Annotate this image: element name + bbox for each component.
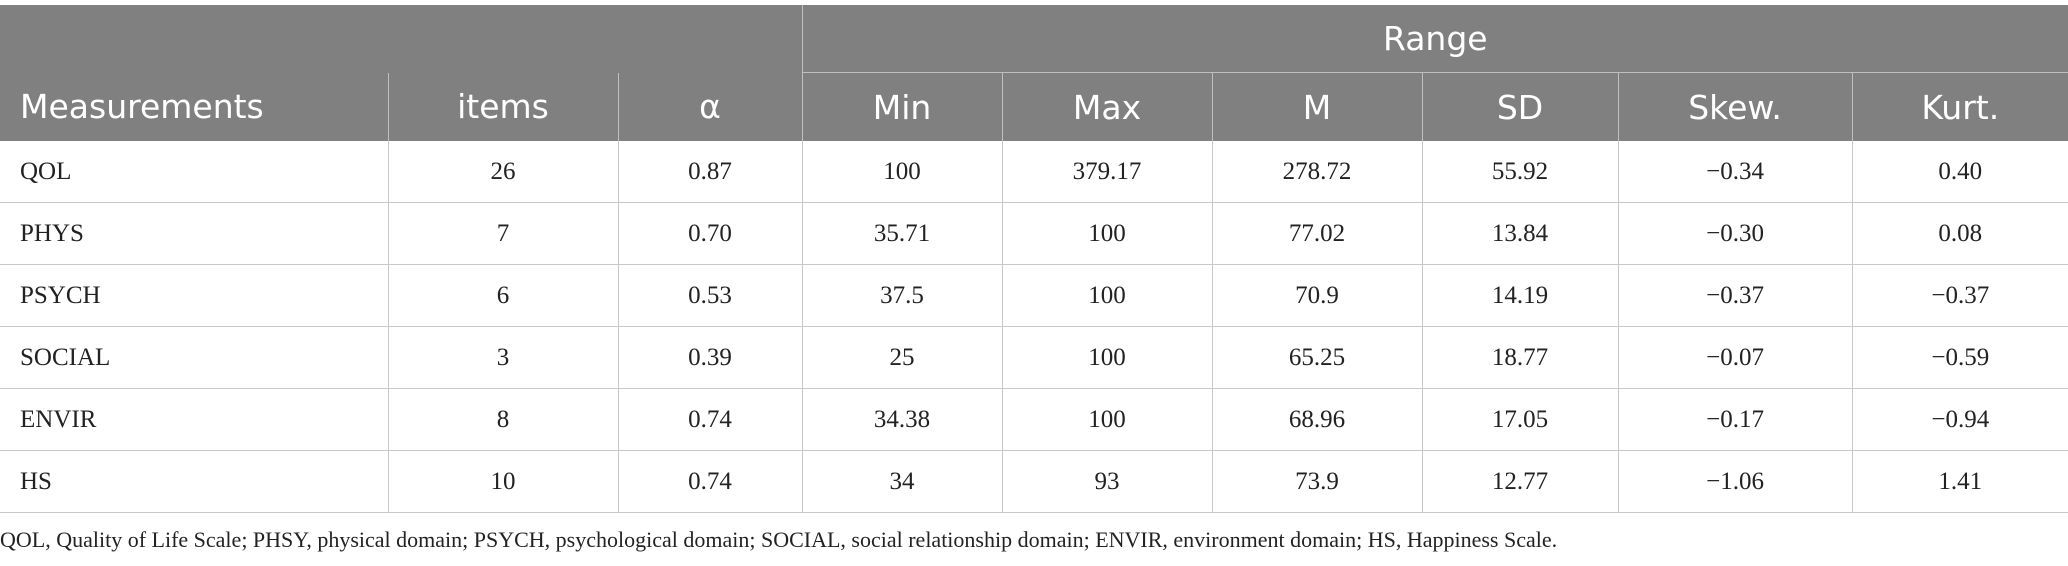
statistics-table-container: Range Measurements items α Min Max M SD … [0,5,2068,513]
table-cell-min: 34 [802,450,1003,513]
super-header-blank [0,5,803,73]
table-row: SOCIAL 3 0.39 25 100 65.25 18.77 −0.07 −… [0,326,2068,389]
column-header-items: items [388,72,619,141]
table-cell-items: 7 [388,202,619,265]
table-cell-skew: −0.34 [1618,141,1853,203]
column-header-skew: Skew. [1618,72,1853,141]
table-cell-min: 25 [802,326,1003,389]
column-header-mean: M [1212,72,1423,141]
table-cell-mean: 278.72 [1212,141,1423,203]
table-cell-skew: −0.30 [1618,202,1853,265]
table-row: QOL 26 0.87 100 379.17 278.72 55.92 −0.3… [0,141,2068,203]
table-cell-alpha: 0.39 [618,326,803,389]
table-cell-alpha: 0.70 [618,202,803,265]
table-cell-alpha: 0.74 [618,450,803,513]
table-cell-skew: −0.37 [1618,264,1853,327]
table-cell-measurement: PSYCH [0,264,389,327]
table-row: PHYS 7 0.70 35.71 100 77.02 13.84 −0.30 … [0,202,2068,265]
table-cell-kurt: 1.41 [1852,450,2068,513]
table-cell-max: 93 [1002,450,1213,513]
column-header-measurements: Measurements [0,72,389,141]
table-cell-min: 100 [802,141,1003,203]
table-cell-kurt: −0.94 [1852,388,2068,451]
table-cell-kurt: 0.40 [1852,141,2068,203]
column-header-alpha: α [618,72,803,141]
column-header-max: Max [1002,72,1213,141]
table-cell-max: 100 [1002,388,1213,451]
table-cell-items: 26 [388,141,619,203]
column-header-sd: SD [1422,72,1619,141]
column-header-kurt: Kurt. [1852,72,2068,141]
table-cell-alpha: 0.87 [618,141,803,203]
table-cell-skew: −1.06 [1618,450,1853,513]
table-cell-min: 34.38 [802,388,1003,451]
table-cell-sd: 17.05 [1422,388,1619,451]
table-cell-items: 3 [388,326,619,389]
table-cell-mean: 70.9 [1212,264,1423,327]
column-header-row: Measurements items α Min Max M SD Skew. … [0,72,2068,141]
table-cell-alpha: 0.74 [618,388,803,451]
table-cell-kurt: −0.37 [1852,264,2068,327]
table-cell-skew: −0.17 [1618,388,1853,451]
table-cell-sd: 18.77 [1422,326,1619,389]
table-cell-mean: 68.96 [1212,388,1423,451]
super-header-range: Range [802,5,2068,73]
table-cell-sd: 55.92 [1422,141,1619,203]
table-cell-measurement: SOCIAL [0,326,389,389]
table-cell-max: 100 [1002,202,1213,265]
table-cell-kurt: −0.59 [1852,326,2068,389]
table-cell-measurement: PHYS [0,202,389,265]
column-header-min: Min [802,72,1003,141]
table-cell-sd: 13.84 [1422,202,1619,265]
table-cell-items: 6 [388,264,619,327]
table-cell-kurt: 0.08 [1852,202,2068,265]
statistics-table: Range Measurements items α Min Max M SD … [0,5,2068,513]
table-row: ENVIR 8 0.74 34.38 100 68.96 17.05 −0.17… [0,388,2068,451]
table-cell-max: 379.17 [1002,141,1213,203]
table-cell-max: 100 [1002,264,1213,327]
super-header-row: Range [0,5,2068,73]
table-cell-items: 8 [388,388,619,451]
table-body: QOL 26 0.87 100 379.17 278.72 55.92 −0.3… [0,141,2068,513]
table-cell-skew: −0.07 [1618,326,1853,389]
table-cell-mean: 65.25 [1212,326,1423,389]
table-cell-sd: 14.19 [1422,264,1619,327]
table-cell-min: 35.71 [802,202,1003,265]
table-row: HS 10 0.74 34 93 73.9 12.77 −1.06 1.41 [0,450,2068,513]
table-cell-items: 10 [388,450,619,513]
table-cell-measurement: QOL [0,141,389,203]
table-footnote: QOL, Quality of Life Scale; PHSY, physic… [0,527,1558,552]
table-cell-max: 100 [1002,326,1213,389]
table-cell-sd: 12.77 [1422,450,1619,513]
table-cell-mean: 73.9 [1212,450,1423,513]
table-cell-alpha: 0.53 [618,264,803,327]
table-row: PSYCH 6 0.53 37.5 100 70.9 14.19 −0.37 −… [0,264,2068,327]
table-cell-min: 37.5 [802,264,1003,327]
table-cell-measurement: HS [0,450,389,513]
table-cell-measurement: ENVIR [0,388,389,451]
table-cell-mean: 77.02 [1212,202,1423,265]
